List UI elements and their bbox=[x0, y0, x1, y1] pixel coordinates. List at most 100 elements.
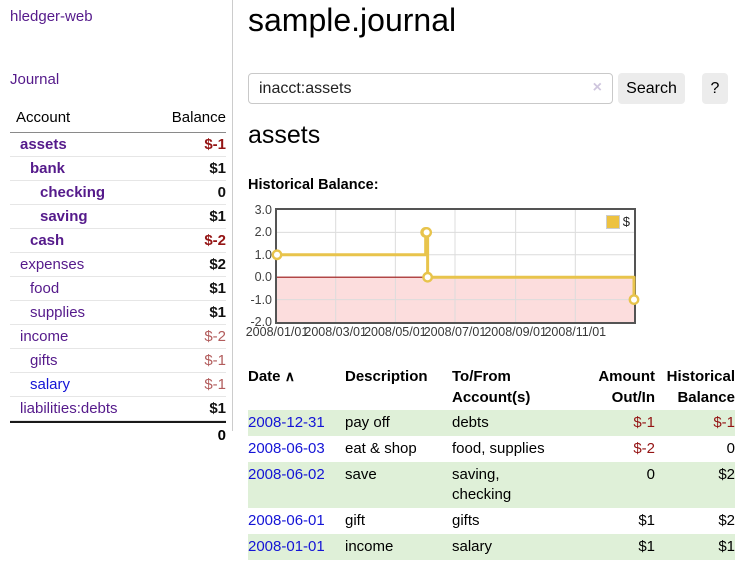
transaction-amount: $1 bbox=[638, 538, 655, 555]
account-row-bank: bank $1 bbox=[10, 157, 226, 181]
transaction-date-link[interactable]: 2008-06-03 bbox=[248, 440, 325, 457]
register-row: 2008-06-01 gift gifts $1 $2 bbox=[248, 508, 735, 534]
search-help-button[interactable]: ? bbox=[702, 73, 728, 104]
register-row: 2008-12-31 pay off debts $-1 $-1 bbox=[248, 410, 735, 436]
account-row-supplies: supplies $1 bbox=[10, 301, 226, 325]
search-input[interactable] bbox=[248, 73, 613, 104]
column-header-date[interactable]: Date ∧ bbox=[248, 364, 345, 410]
main-content: sample.journal × Search ? assets Histori… bbox=[246, 0, 742, 582]
transaction-date-link[interactable]: 2008-12-31 bbox=[248, 414, 325, 431]
transaction-date-link[interactable]: 2008-06-01 bbox=[248, 512, 325, 529]
y-tick-label: 0.0 bbox=[254, 270, 272, 285]
account-balance: $-1 bbox=[204, 376, 226, 393]
transaction-amount: $1 bbox=[638, 512, 655, 529]
account-link[interactable]: salary bbox=[30, 376, 71, 393]
register-row: 2008-06-02 save saving, checking 0 $2 bbox=[248, 462, 735, 508]
y-tick-label: 1.0 bbox=[254, 247, 272, 262]
accounts-tree: Account Balance assets $-1 bank $1 checking 0… bbox=[10, 106, 226, 447]
column-header-description: Description bbox=[345, 368, 428, 385]
transaction-description: gift bbox=[345, 512, 366, 529]
transaction-description: save bbox=[345, 466, 377, 483]
account-row-cash: cash $-2 bbox=[10, 229, 226, 253]
plot-area: $ bbox=[271, 208, 640, 324]
account-row-checking: checking 0 bbox=[10, 181, 226, 205]
transaction-description: eat & shop bbox=[345, 440, 417, 457]
account-link[interactable]: supplies bbox=[30, 304, 86, 321]
account-link[interactable]: liabilities:debts bbox=[20, 400, 118, 417]
transaction-accounts: food, supplies bbox=[452, 440, 545, 457]
clear-search-icon[interactable]: × bbox=[592, 79, 602, 96]
account-row-saving: saving $1 bbox=[10, 205, 226, 229]
account-balance: $1 bbox=[209, 160, 226, 177]
sort-ascending-icon: ∧ bbox=[284, 368, 295, 384]
search-input-wrap: × bbox=[248, 73, 613, 104]
account-balance: $-2 bbox=[204, 232, 226, 249]
account-link[interactable]: saving bbox=[40, 208, 88, 225]
account-link[interactable]: gifts bbox=[30, 352, 58, 369]
column-header-balance: Historical Balance bbox=[666, 368, 735, 406]
account-balance: $-1 bbox=[204, 352, 226, 369]
y-tick-label: -2.0 bbox=[250, 315, 272, 329]
transaction-accounts: debts bbox=[452, 414, 489, 431]
y-tick-label: -1.0 bbox=[250, 292, 272, 307]
transaction-balance: $-1 bbox=[713, 414, 735, 431]
account-heading: assets bbox=[248, 121, 321, 149]
account-link[interactable]: expenses bbox=[20, 256, 85, 273]
transaction-accounts: saving, checking bbox=[452, 466, 512, 503]
y-tick-label: 2.0 bbox=[254, 225, 272, 240]
x-tick-label: 2008/09/01 bbox=[484, 325, 547, 339]
accounts-header-account: Account bbox=[16, 109, 71, 126]
column-header-amount: Amount Out/In bbox=[598, 368, 655, 406]
account-row-assets: assets $-1 bbox=[10, 133, 226, 157]
account-link[interactable]: assets bbox=[20, 136, 67, 153]
account-link[interactable]: cash bbox=[30, 232, 65, 249]
register-row: 2008-01-01 income salary $1 $1 bbox=[248, 534, 735, 560]
account-link[interactable]: income bbox=[20, 328, 69, 345]
x-tick-label: 2008/05/01 bbox=[364, 325, 427, 339]
accounts-total-value: 0 bbox=[217, 426, 226, 444]
account-link[interactable]: checking bbox=[40, 184, 106, 201]
search-button[interactable]: Search bbox=[618, 73, 685, 104]
column-header-accounts: To/From Account(s) bbox=[452, 368, 531, 406]
register-header-row: Date ∧ Description To/From Account(s) Am… bbox=[248, 364, 735, 410]
account-row-gifts: gifts $-1 bbox=[10, 349, 226, 373]
transaction-balance: $2 bbox=[718, 512, 735, 529]
transaction-balance: $2 bbox=[718, 466, 735, 483]
x-tick-label: 2008/07/01 bbox=[423, 325, 487, 339]
transaction-balance: 0 bbox=[726, 440, 735, 457]
sidebar-item-journal[interactable]: Journal bbox=[10, 71, 60, 88]
transaction-amount: $-1 bbox=[633, 414, 655, 431]
account-row-salary: salary $-1 bbox=[10, 373, 226, 397]
search-form: × Search ? bbox=[248, 73, 742, 104]
chart-legend: $ bbox=[605, 214, 630, 229]
app-brand-link[interactable]: hledger-web bbox=[10, 8, 93, 25]
account-link[interactable]: food bbox=[30, 280, 60, 297]
transaction-accounts: gifts bbox=[452, 512, 480, 529]
account-link[interactable]: bank bbox=[30, 160, 66, 177]
register-row: 2008-06-03 eat & shop food, supplies $-2 0 bbox=[248, 436, 735, 462]
legend-swatch bbox=[605, 214, 620, 229]
account-balance: $2 bbox=[209, 256, 226, 273]
transaction-amount: 0 bbox=[646, 466, 655, 483]
accounts-total-row: 0 bbox=[10, 421, 226, 447]
account-row-liabilities-debts: liabilities:debts $1 bbox=[10, 397, 226, 421]
register-table: Date ∧ Description To/From Account(s) Am… bbox=[248, 364, 735, 560]
y-tick-label: 3.0 bbox=[254, 203, 272, 217]
accounts-tree-header: Account Balance bbox=[10, 106, 226, 133]
account-balance: $1 bbox=[209, 280, 226, 297]
transaction-accounts: salary bbox=[452, 538, 493, 555]
account-balance: $1 bbox=[209, 208, 226, 225]
account-row-income: income $-2 bbox=[10, 325, 226, 349]
chart-title: Historical Balance: bbox=[248, 177, 379, 193]
account-balance: 0 bbox=[217, 184, 226, 201]
account-balance: $1 bbox=[209, 304, 226, 321]
column-header-date-label: Date bbox=[248, 368, 281, 385]
accounts-tree-rows: assets $-1 bank $1 checking 0 saving $1 cash $-2 e… bbox=[10, 133, 226, 421]
accounts-header-balance: Balance bbox=[171, 109, 226, 126]
transaction-date-link[interactable]: 2008-01-01 bbox=[248, 538, 325, 555]
transaction-date-link[interactable]: 2008-06-02 bbox=[248, 466, 325, 483]
legend-label: $ bbox=[622, 214, 630, 229]
page-title: sample.journal bbox=[248, 2, 457, 38]
transaction-description: pay off bbox=[345, 414, 390, 431]
x-tick-label: 2008/03/01 bbox=[304, 325, 367, 339]
